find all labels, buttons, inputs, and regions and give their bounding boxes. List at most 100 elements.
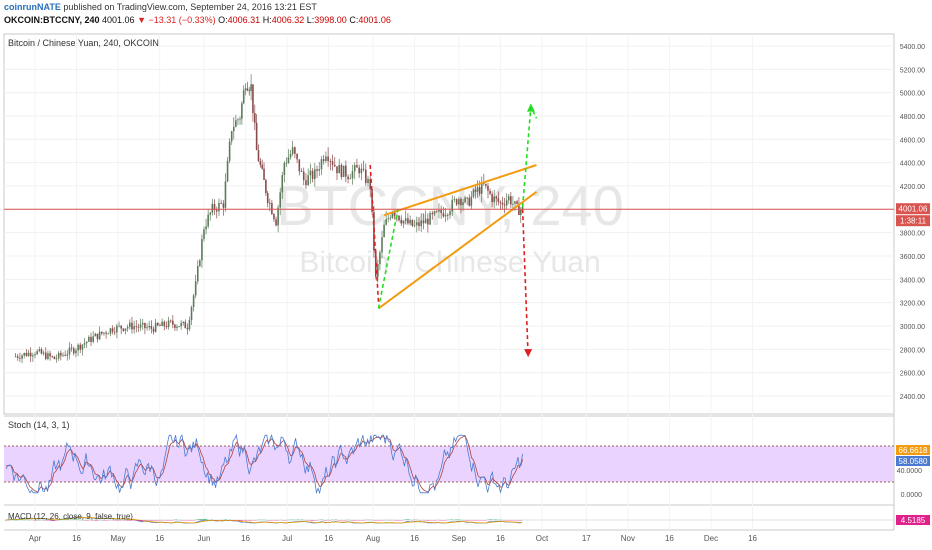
candle-body	[385, 219, 387, 225]
candle-body	[180, 322, 182, 327]
candle-body	[235, 120, 237, 127]
candle-body	[246, 88, 249, 91]
candle-body	[449, 211, 451, 216]
candle-body	[413, 225, 416, 227]
candle-body	[29, 352, 32, 357]
candle-body	[139, 324, 142, 328]
wedge-lower-line	[377, 190, 538, 310]
symbol-name[interactable]: OKCOIN:BTCCNY, 240	[4, 15, 100, 25]
candle-body	[342, 165, 345, 177]
candle-body	[507, 196, 510, 201]
candle-body	[493, 196, 496, 203]
time-tick-label: Nov	[621, 534, 635, 543]
author-link[interactable]: coinrunNATE	[4, 2, 61, 12]
candle-body	[36, 351, 38, 355]
price-tick-label: 4400.00	[900, 161, 925, 168]
candle-body	[196, 266, 199, 282]
candle-body	[222, 203, 225, 208]
stoch-d-marker	[896, 456, 930, 466]
candle-body	[161, 321, 163, 327]
candle-body	[277, 207, 279, 226]
candle-body	[499, 201, 502, 203]
candle-body	[40, 349, 43, 354]
stoch-k-marker	[896, 445, 930, 455]
candle-body	[209, 212, 212, 215]
macd-hist-bar	[135, 520, 137, 521]
candle-body	[188, 320, 191, 330]
candle-body	[478, 187, 481, 194]
candle-body	[281, 175, 284, 193]
macd-value-label: 4.5185	[901, 516, 926, 525]
candle-body	[253, 112, 256, 123]
macd-hist-bar	[139, 520, 141, 521]
candle-body	[501, 202, 504, 205]
macd-hist-bar	[245, 520, 247, 521]
candle-body	[250, 84, 252, 92]
candle-body	[503, 204, 506, 206]
candle-body	[21, 355, 23, 359]
time-tick-label: Aug	[366, 534, 380, 543]
candle-body	[75, 350, 77, 354]
candle-body	[474, 189, 477, 192]
candle-body	[60, 352, 62, 356]
candle-body	[407, 218, 409, 224]
candle-body	[485, 183, 487, 186]
macd-hist-bar	[457, 519, 459, 520]
main-pane-title: Bitcoin / Chinese Yuan, 240, OKCOIN	[8, 38, 159, 48]
candle-body	[331, 161, 334, 165]
candle-body	[96, 333, 99, 340]
time-tick-label: Oct	[536, 534, 549, 543]
candle-body	[389, 217, 392, 219]
macd-hist-bar	[197, 519, 199, 520]
candle-body	[302, 171, 305, 181]
time-tick-label: 16	[748, 534, 757, 543]
macd-hist-bar	[75, 519, 77, 520]
time-tick-label: 16	[665, 534, 674, 543]
candle-body	[294, 147, 296, 154]
candle-body	[400, 220, 403, 224]
candle-body	[353, 165, 356, 172]
candle-body	[252, 84, 254, 113]
candle-body	[447, 214, 449, 216]
time-axis: Apr 16 May 16 Jun 16 Jul 16 Aug 16 Sep 16 Oct 17 Nov 16…	[29, 534, 758, 543]
candle-body	[420, 220, 423, 227]
macd-hist-bar	[21, 519, 23, 520]
candle-body	[464, 197, 466, 203]
macd-hist-bar	[11, 519, 13, 520]
candle-body	[57, 352, 60, 359]
candle-body	[377, 264, 379, 277]
candle-body	[94, 333, 97, 337]
countdown-marker	[896, 215, 930, 227]
candle-body	[109, 328, 112, 334]
candle-body	[273, 214, 275, 220]
candle-body	[129, 322, 131, 328]
candle-body	[64, 354, 66, 356]
macd-hist-bar	[175, 519, 177, 520]
price-tick-label: 3200.00	[900, 301, 925, 308]
price-axis: 2400.00 2600.00 2800.00 3000.00 3200.00 3400.…	[900, 44, 925, 401]
candle-body	[81, 344, 84, 350]
candle-body	[190, 307, 193, 321]
macd-hist-bar	[239, 520, 241, 521]
watermark-symbol: BTCCNY, 240	[276, 174, 624, 237]
candle-body	[79, 344, 82, 350]
candle-body	[356, 165, 358, 168]
last-price: 4001.06	[102, 15, 135, 25]
close-value: 4001.06	[358, 15, 391, 25]
candle-body	[44, 352, 47, 359]
price-tick-label: 5200.00	[900, 67, 925, 74]
candle-body	[460, 198, 462, 206]
candle-body	[135, 326, 138, 328]
candle-body	[451, 199, 454, 212]
candle-body	[487, 185, 489, 191]
time-tick-label: Jun	[198, 534, 211, 543]
candle-body	[287, 157, 290, 163]
time-tick-label: 16	[241, 534, 250, 543]
candle-body	[369, 178, 372, 190]
candle-body	[440, 209, 442, 214]
macd-hist-bar	[67, 519, 69, 520]
candle-body	[444, 214, 447, 217]
macd-hist-bar	[405, 519, 407, 520]
macd-hist-bar	[321, 519, 323, 520]
